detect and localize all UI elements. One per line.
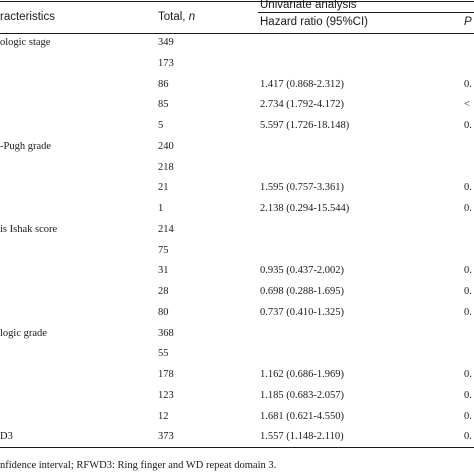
top-rule bbox=[0, 1, 474, 2]
bottom-rule bbox=[0, 447, 474, 448]
row-label: is Ishak score bbox=[0, 223, 58, 235]
row-label: -Pugh grade bbox=[0, 140, 52, 152]
row-total: 86 bbox=[158, 78, 169, 90]
row-p-value: 0. bbox=[464, 369, 472, 380]
row-hazard-ratio: 2.734 (1.792-4.172) bbox=[260, 99, 344, 111]
row-p-value: < bbox=[464, 99, 470, 111]
row-hazard-ratio: 1.417 (0.868-2.312) bbox=[260, 78, 344, 90]
row-p-value: 0. bbox=[464, 306, 472, 318]
univariate-rule bbox=[258, 12, 474, 13]
row-total: 1 bbox=[158, 203, 164, 214]
row-total: 218 bbox=[158, 161, 174, 173]
table-footnote: nfidence interval; RFWD3: Ring finger an… bbox=[0, 460, 277, 471]
row-total: 21 bbox=[158, 182, 169, 194]
header-hazard-ratio: Hazard ratio (95%CI) bbox=[260, 16, 369, 28]
header-univariate: Univariate analysis bbox=[260, 0, 357, 11]
row-total: 240 bbox=[158, 140, 174, 152]
row-total: 55 bbox=[158, 348, 169, 360]
row-total: 173 bbox=[158, 57, 174, 69]
header-p: P bbox=[464, 16, 472, 28]
row-total: 31 bbox=[158, 265, 169, 277]
row-p-value: 0. bbox=[464, 182, 472, 194]
row-total: 12 bbox=[158, 410, 169, 422]
row-total: 349 bbox=[158, 37, 174, 48]
row-total: 373 bbox=[158, 431, 174, 443]
row-p-value: 0. bbox=[464, 431, 472, 443]
row-p-value: 0. bbox=[464, 78, 472, 90]
header-characteristics: racteristics bbox=[0, 11, 55, 23]
row-hazard-ratio: 1.557 (1.148-2.110) bbox=[260, 431, 344, 443]
row-hazard-ratio: 1.185 (0.683-2.057) bbox=[260, 389, 344, 401]
row-p-value: 0. bbox=[464, 265, 472, 277]
row-hazard-ratio: 1.595 (0.757-3.361) bbox=[260, 182, 344, 194]
row-total: 5 bbox=[158, 120, 164, 131]
row-total: 178 bbox=[158, 369, 174, 380]
row-p-value: 0. bbox=[464, 120, 472, 131]
row-hazard-ratio: 1.162 (0.686-1.969) bbox=[260, 369, 344, 380]
row-total: 80 bbox=[158, 306, 169, 318]
row-label: logic grade bbox=[0, 327, 47, 339]
row-total: 85 bbox=[158, 99, 169, 111]
row-hazard-ratio: 5.597 (1.726-18.148) bbox=[260, 120, 350, 131]
row-total: 214 bbox=[158, 223, 174, 235]
header-total-n: n bbox=[188, 11, 196, 23]
header-rule bbox=[0, 33, 474, 34]
row-hazard-ratio: 0.935 (0.437-2.002) bbox=[260, 265, 344, 277]
row-total: 28 bbox=[158, 286, 169, 297]
row-total: 75 bbox=[158, 244, 169, 256]
row-p-value: 0. bbox=[464, 389, 472, 401]
row-hazard-ratio: 0.698 (0.288-1.695) bbox=[260, 286, 344, 297]
row-hazard-ratio: 2.138 (0.294-15.544) bbox=[260, 203, 350, 214]
row-hazard-ratio: 0.737 (0.410-1.325) bbox=[260, 306, 344, 318]
row-total: 123 bbox=[158, 389, 174, 401]
row-p-value: 0. bbox=[464, 410, 472, 422]
row-label: ologic stage bbox=[0, 37, 51, 48]
row-p-value: 0. bbox=[464, 203, 472, 214]
header-total-label: Total, bbox=[158, 11, 189, 23]
row-total: 368 bbox=[158, 327, 174, 339]
row-hazard-ratio: 1.681 (0.621-4.550) bbox=[260, 410, 344, 422]
row-p-value: 0. bbox=[464, 286, 472, 297]
row-label: D3 bbox=[0, 431, 13, 443]
header-total: Total, n bbox=[158, 11, 195, 24]
